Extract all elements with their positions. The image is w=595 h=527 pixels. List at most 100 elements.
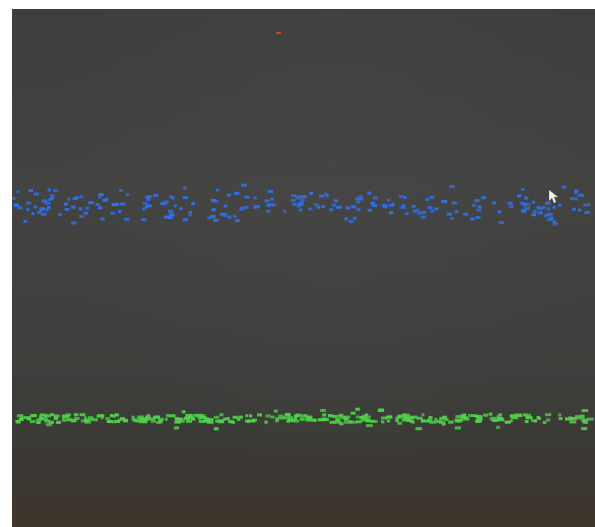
blue-dot xyxy=(532,209,537,213)
green-dot xyxy=(84,420,91,424)
green-dot xyxy=(159,420,163,424)
blue-dot xyxy=(522,209,527,212)
green-dot xyxy=(288,415,293,419)
blue-dot xyxy=(31,212,35,216)
blue-dot xyxy=(182,218,188,222)
green-dot xyxy=(406,418,411,422)
green-dot xyxy=(238,415,243,419)
blue-dot xyxy=(558,203,562,207)
green-dot xyxy=(57,420,62,424)
green-dot xyxy=(63,415,68,419)
blue-dot xyxy=(171,196,175,200)
green-dot xyxy=(39,413,46,417)
blue-dot xyxy=(125,193,129,197)
green-dot xyxy=(545,418,551,422)
blue-dot xyxy=(481,196,486,200)
green-dot xyxy=(270,415,275,419)
blue-dot xyxy=(64,208,70,211)
blue-dot xyxy=(477,205,482,209)
blue-dot xyxy=(524,196,529,200)
blue-dot xyxy=(545,201,551,205)
green-dot xyxy=(29,414,36,418)
blue-dot xyxy=(300,198,305,202)
green-dot xyxy=(571,417,578,420)
green-dot xyxy=(175,417,180,421)
green-dot xyxy=(355,407,360,411)
green-dot xyxy=(45,423,53,427)
green-dot xyxy=(53,416,59,420)
blue-dot xyxy=(451,201,457,205)
blue-dot xyxy=(472,203,476,207)
green-dot xyxy=(44,414,51,418)
blue-dot xyxy=(98,193,104,196)
green-dot xyxy=(195,413,199,417)
green-dot xyxy=(322,418,329,422)
green-dot xyxy=(213,427,219,431)
blue-dot xyxy=(266,209,271,213)
blue-dot xyxy=(370,201,375,205)
blue-dot xyxy=(40,212,47,216)
green-dot xyxy=(16,414,24,418)
green-dot xyxy=(215,419,219,423)
blue-dot xyxy=(404,212,409,216)
green-dot xyxy=(429,420,437,424)
green-dot xyxy=(189,414,197,417)
green-dot xyxy=(245,414,249,418)
blue-dot xyxy=(141,218,147,222)
green-dot xyxy=(580,414,585,418)
blue-dot xyxy=(182,196,189,200)
green-dot xyxy=(537,416,542,420)
blue-dot xyxy=(521,188,525,191)
green-dot xyxy=(448,420,454,424)
green-dot xyxy=(18,418,24,421)
blue-dot xyxy=(524,206,530,210)
blue-dot xyxy=(45,208,49,212)
green-dot xyxy=(299,414,307,418)
blue-dot xyxy=(574,197,578,201)
green-dot xyxy=(299,417,305,421)
blue-dot xyxy=(552,205,556,209)
green-dot xyxy=(409,419,414,423)
green-dot xyxy=(463,417,470,421)
blue-dot xyxy=(26,208,30,212)
green-dot xyxy=(370,419,375,423)
green-dot xyxy=(186,419,193,423)
blue-dot xyxy=(356,208,361,211)
green-dot xyxy=(475,419,482,423)
green-dot xyxy=(145,415,151,419)
blue-dot xyxy=(213,199,219,203)
green-dot xyxy=(115,420,121,423)
blue-dot xyxy=(412,209,417,213)
green-dot xyxy=(475,415,483,419)
green-dot xyxy=(48,420,55,424)
green-dot xyxy=(275,417,280,421)
green-dot xyxy=(79,413,86,417)
green-dot xyxy=(203,419,207,423)
blue-dot xyxy=(13,203,19,207)
blue-dot xyxy=(546,207,551,211)
green-dot xyxy=(228,420,234,424)
blue-dot xyxy=(344,217,348,221)
blue-dot xyxy=(98,206,103,210)
green-dot xyxy=(219,413,224,417)
green-dot xyxy=(350,420,358,424)
blue-dot xyxy=(584,210,591,214)
green-dot xyxy=(435,419,442,423)
blue-dot xyxy=(517,194,522,198)
blue-dot xyxy=(146,198,151,202)
blue-dot xyxy=(389,211,394,215)
blue-dot xyxy=(300,195,307,199)
blue-dot xyxy=(454,210,459,214)
blue-dot xyxy=(546,212,553,216)
green-dot-band xyxy=(15,407,594,431)
blue-dot xyxy=(329,208,334,212)
green-dot xyxy=(278,414,284,418)
blue-dot xyxy=(525,202,531,206)
blue-dot xyxy=(143,202,148,205)
blue-dot xyxy=(522,203,527,207)
green-dot xyxy=(476,417,482,421)
blue-dot xyxy=(441,200,448,204)
green-dot xyxy=(80,419,86,423)
green-dot xyxy=(178,419,185,423)
green-dot xyxy=(142,420,148,424)
